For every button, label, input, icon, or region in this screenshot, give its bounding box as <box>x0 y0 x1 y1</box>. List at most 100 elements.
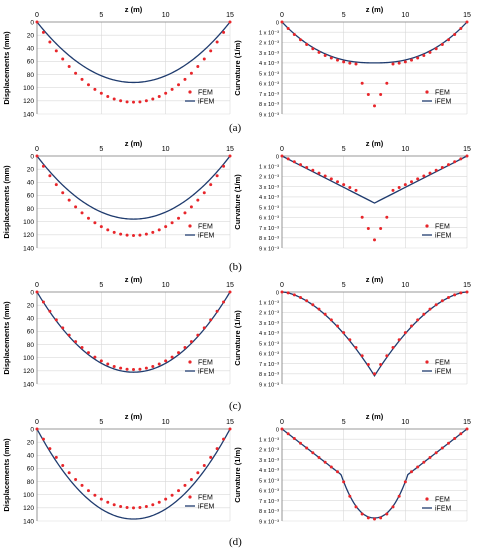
fem-point <box>403 480 407 484</box>
y-tick-label: 40 <box>27 46 35 53</box>
y-tick-label: 6 x 10⁻³ <box>259 216 279 222</box>
fem-point <box>189 71 193 75</box>
fem-point <box>434 168 438 172</box>
x-axis-label: z (m) <box>125 139 143 148</box>
fem-point <box>164 225 168 229</box>
y-tick-label: 60 <box>27 466 35 473</box>
x-tick-label: 10 <box>401 12 409 19</box>
fem-point <box>119 232 123 236</box>
y-tick-label: 140 <box>23 381 34 388</box>
y-tick-label: 0 <box>276 154 279 160</box>
fem-point <box>183 483 187 487</box>
fem-point <box>447 295 450 299</box>
x-tick-label: 15 <box>463 282 471 289</box>
y-tick-label: 6 x 10⁻³ <box>259 489 279 495</box>
x-tick-label: 15 <box>226 12 234 19</box>
chart-b-disp: 0 5 10 15 z (m) 0 20 40 60 80 100 120 140 Displacemen… <box>2 139 234 252</box>
legend-ifem-label: iFEM <box>435 506 452 513</box>
y-tick-label: 9 x 10⁻³ <box>259 112 279 118</box>
y-tick-label: 20 <box>27 166 35 173</box>
fem-point <box>196 333 200 337</box>
fem-point <box>299 38 302 42</box>
fem-point <box>342 331 346 335</box>
y-tick-label: 0 <box>30 289 34 296</box>
fem-point <box>93 355 97 359</box>
x-tick-label: 15 <box>463 146 471 153</box>
x-tick-label: 15 <box>226 419 234 426</box>
y-tick-label: 80 <box>27 72 35 79</box>
fem-point <box>61 326 65 330</box>
fem-point <box>67 65 71 69</box>
x-tick-label: 5 <box>99 282 103 289</box>
panel-label-a: (a) <box>229 122 242 134</box>
fem-point <box>305 446 309 450</box>
fem-point <box>228 427 232 431</box>
fem-point <box>447 441 450 445</box>
fem-point <box>453 160 457 164</box>
fem-point <box>305 43 309 47</box>
fem-point <box>48 309 52 313</box>
y-tick-label: 140 <box>23 245 34 252</box>
fem-point <box>311 303 315 307</box>
fem-point <box>354 62 358 66</box>
y-tick-label: 5 x 10⁻³ <box>259 205 279 211</box>
y-tick-label: 3 x 10⁻³ <box>259 321 279 327</box>
fem-point <box>428 50 432 54</box>
fem-point <box>106 228 110 232</box>
fem-point <box>106 94 110 98</box>
fem-point <box>403 331 407 335</box>
legend-fem-marker <box>425 360 429 364</box>
y-tick-label: 8 x 10⁻³ <box>259 236 279 242</box>
fem-point <box>348 61 352 65</box>
fem-point <box>373 104 376 108</box>
x-tick-label: 5 <box>342 419 346 426</box>
fem-point <box>428 307 432 311</box>
fem-point <box>360 512 364 516</box>
fem-point <box>112 97 116 101</box>
x-tick-label: 10 <box>401 419 409 426</box>
fem-point <box>373 238 376 242</box>
y-tick-label: 3 x 10⁻³ <box>259 51 279 57</box>
chart-b-curv: 0 5 10 15 z (m) 0 1 x 10⁻³ 2 x 10⁻³ 3 x 10⁻³ 4 x … <box>233 139 471 252</box>
fem-point <box>112 364 116 368</box>
fem-point <box>323 174 327 178</box>
fem-point <box>67 198 71 202</box>
fem-point <box>80 211 84 215</box>
x-tick-label: 0 <box>35 12 39 19</box>
y-tick-label: 9 x 10⁻³ <box>259 382 279 388</box>
fem-point <box>373 372 376 376</box>
fem-point <box>189 477 193 481</box>
fem-point <box>138 100 142 104</box>
fem-point <box>170 87 174 91</box>
fem-point <box>99 497 103 501</box>
x-tick-label: 5 <box>99 419 103 426</box>
x-tick-label: 15 <box>463 12 471 19</box>
x-axis-label: z (m) <box>366 412 384 421</box>
panel-label-b: (b) <box>229 261 242 273</box>
fem-point <box>311 168 315 172</box>
y-tick-label: 80 <box>27 479 35 486</box>
legend-ifem-label: iFEM <box>198 369 215 376</box>
fem-point <box>164 359 168 363</box>
fem-point <box>305 299 309 303</box>
x-axis-label: z (m) <box>366 5 384 14</box>
fem-point <box>323 312 327 316</box>
x-tick-label: 5 <box>99 146 103 153</box>
fem-point <box>215 309 219 313</box>
fem-point <box>164 91 168 95</box>
chart-c-disp: 0 5 10 15 z (m) 0 20 40 60 80 100 120 140 Displacemen… <box>2 275 234 388</box>
fem-point <box>209 49 213 53</box>
x-tick-label: 10 <box>162 146 170 153</box>
fem-point <box>222 164 226 168</box>
x-tick-label: 10 <box>401 146 409 153</box>
fem-point <box>385 81 389 85</box>
y-tick-label: 3 x 10⁻³ <box>259 185 279 191</box>
x-axis-label: z (m) <box>125 412 143 421</box>
fem-point <box>215 447 219 451</box>
fem-point <box>228 20 232 24</box>
y-tick-label: 5 x 10⁻³ <box>259 341 279 347</box>
fem-point <box>93 493 97 497</box>
fem-point <box>35 154 39 158</box>
x-tick-label: 0 <box>280 146 284 153</box>
fem-point <box>151 97 155 101</box>
